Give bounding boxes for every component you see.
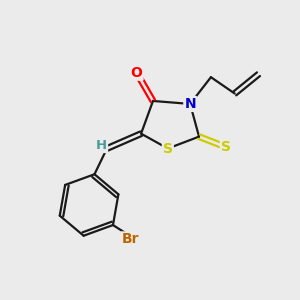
Text: H: H [96, 139, 107, 152]
Text: O: O [131, 66, 142, 80]
Text: S: S [163, 142, 173, 155]
Text: Br: Br [121, 232, 139, 246]
Text: S: S [221, 140, 231, 154]
Text: N: N [184, 97, 196, 111]
